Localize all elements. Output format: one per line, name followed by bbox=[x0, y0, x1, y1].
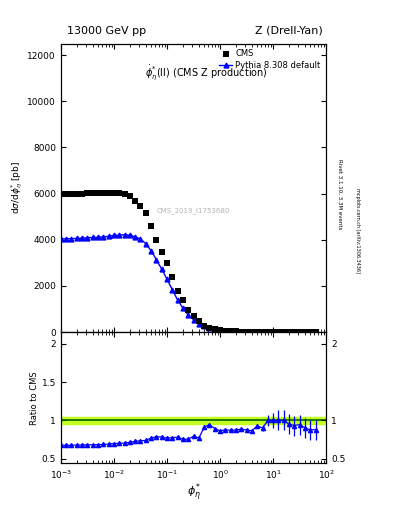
CMS bbox=[169, 273, 175, 281]
CMS bbox=[84, 189, 90, 198]
Text: CMS_2019_I1753680: CMS_2019_I1753680 bbox=[157, 207, 230, 215]
CMS bbox=[174, 287, 181, 295]
CMS bbox=[121, 190, 128, 198]
Bar bbox=[61, 417, 326, 424]
CMS bbox=[74, 190, 80, 198]
Text: 13000 GeV pp: 13000 GeV pp bbox=[66, 26, 146, 36]
CMS bbox=[196, 317, 202, 325]
CMS bbox=[127, 193, 133, 201]
Y-axis label: d$\sigma$/d$\phi_{\eta}^{*}$ [pb]: d$\sigma$/d$\phi_{\eta}^{*}$ [pb] bbox=[9, 161, 24, 215]
CMS bbox=[212, 325, 218, 333]
CMS bbox=[111, 189, 117, 198]
Text: Rivet 3.1.10, 3.3M events: Rivet 3.1.10, 3.3M events bbox=[338, 159, 342, 230]
CMS bbox=[217, 326, 223, 334]
CMS bbox=[259, 328, 266, 336]
CMS bbox=[180, 296, 186, 305]
CMS bbox=[153, 236, 160, 244]
CMS bbox=[249, 328, 255, 336]
CMS bbox=[206, 324, 213, 332]
CMS bbox=[95, 189, 101, 198]
CMS bbox=[143, 208, 149, 217]
CMS bbox=[100, 189, 107, 198]
CMS bbox=[233, 327, 239, 335]
CMS bbox=[58, 190, 64, 198]
CMS bbox=[286, 328, 292, 336]
CMS bbox=[297, 328, 303, 336]
Text: $\dot{\phi}_{\eta}^{*}$(ll) (CMS Z production): $\dot{\phi}_{\eta}^{*}$(ll) (CMS Z produ… bbox=[145, 63, 268, 82]
CMS bbox=[291, 328, 298, 336]
CMS bbox=[281, 328, 287, 336]
CMS bbox=[90, 189, 96, 198]
CMS bbox=[307, 328, 313, 336]
CMS bbox=[228, 327, 234, 335]
Legend: CMS, Pythia 8.308 default: CMS, Pythia 8.308 default bbox=[218, 48, 322, 72]
CMS bbox=[275, 328, 282, 336]
X-axis label: $\phi_{\eta}^{*}$: $\phi_{\eta}^{*}$ bbox=[187, 482, 200, 504]
Text: mcplots.cern.ch [arXiv:1306.3436]: mcplots.cern.ch [arXiv:1306.3436] bbox=[355, 188, 360, 273]
CMS bbox=[148, 222, 154, 230]
CMS bbox=[238, 328, 244, 336]
CMS bbox=[116, 189, 123, 198]
Text: Z (Drell-Yan): Z (Drell-Yan) bbox=[255, 26, 322, 36]
Y-axis label: Ratio to CMS: Ratio to CMS bbox=[30, 371, 39, 424]
CMS bbox=[164, 259, 170, 267]
CMS bbox=[222, 327, 229, 335]
CMS bbox=[158, 248, 165, 256]
CMS bbox=[185, 306, 191, 314]
CMS bbox=[68, 190, 75, 198]
CMS bbox=[302, 328, 308, 336]
CMS bbox=[312, 328, 319, 336]
CMS bbox=[105, 189, 112, 198]
CMS bbox=[79, 190, 85, 198]
CMS bbox=[254, 328, 260, 336]
CMS bbox=[270, 328, 276, 336]
CMS bbox=[132, 197, 138, 205]
CMS bbox=[137, 202, 143, 210]
CMS bbox=[244, 328, 250, 336]
CMS bbox=[264, 328, 271, 336]
CMS bbox=[191, 312, 197, 321]
CMS bbox=[201, 322, 208, 330]
CMS bbox=[63, 190, 70, 198]
